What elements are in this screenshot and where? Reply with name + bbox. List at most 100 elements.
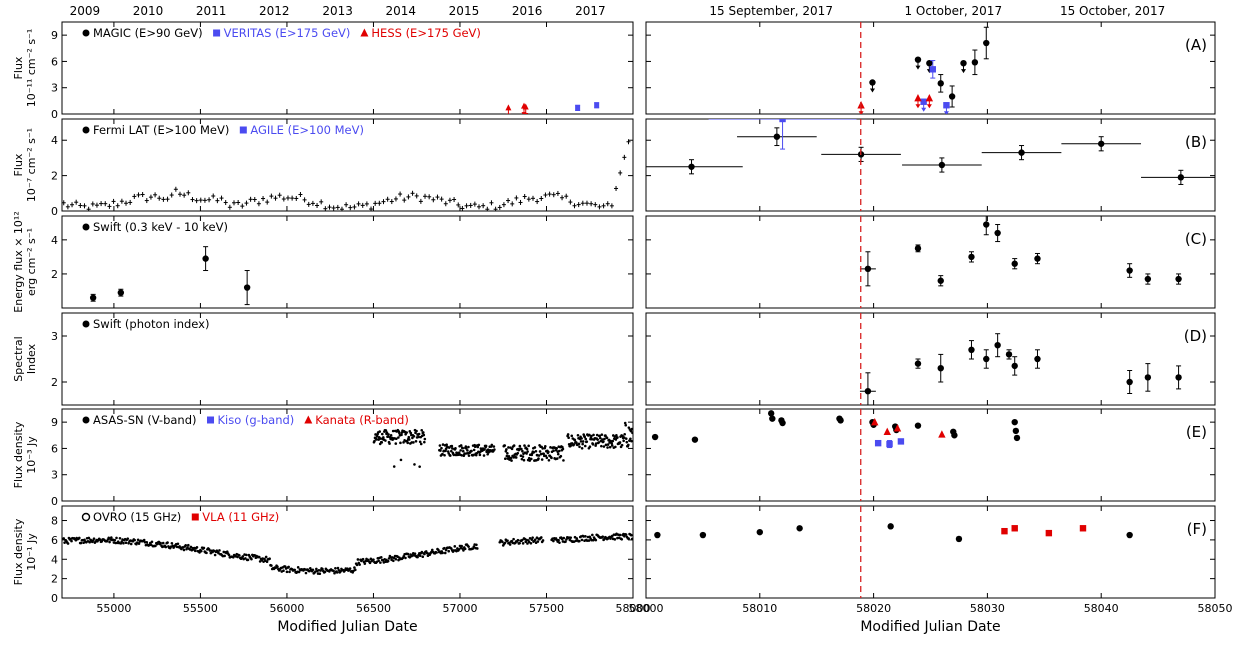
panel-B-y-tick-label: 4 xyxy=(51,134,58,147)
panel-F-ylabel-line2: 10⁻¹ Jy xyxy=(25,533,38,571)
long-term-marker xyxy=(624,437,628,440)
long-term-marker xyxy=(594,538,598,542)
long-term-marker xyxy=(534,449,538,453)
long-term-marker xyxy=(521,449,524,453)
panel-F-ovro-point-0 xyxy=(654,531,661,539)
data-marker xyxy=(505,104,512,111)
long-term-marker xyxy=(623,535,626,538)
long-term-marker xyxy=(529,457,533,461)
panel-E-kiso-point-1 xyxy=(886,440,893,449)
long-term-marker xyxy=(505,448,508,451)
panel-D-swift-photon-index-point-1 xyxy=(914,358,922,369)
panel-A-label: (A) xyxy=(1185,36,1207,54)
long-term-marker xyxy=(311,568,315,572)
x-tick-label-right-58050: 58050 xyxy=(1198,602,1233,615)
panel-E-y-tick-label: 9 xyxy=(51,416,58,429)
long-term-marker xyxy=(627,443,630,447)
panel-C-swift-xrt-point-13 xyxy=(1144,273,1152,285)
x-tick-label-left-55000: 55000 xyxy=(96,602,131,615)
long-term-marker xyxy=(583,435,587,439)
data-marker xyxy=(914,56,922,63)
panel-A-magic-point-6 xyxy=(971,49,979,76)
long-term-marker xyxy=(467,454,471,457)
panel-B-fermi-lat-point-3 xyxy=(902,157,982,173)
long-term-marker xyxy=(421,431,425,434)
long-term-marker xyxy=(624,423,628,427)
long-term-marker xyxy=(100,540,104,543)
long-term-marker xyxy=(193,549,197,553)
panel-B-fermi-lat-point-0 xyxy=(646,159,743,175)
long-term-marker xyxy=(187,543,190,547)
legend-0-marker xyxy=(82,320,90,328)
data-marker xyxy=(937,365,944,372)
panel-C-swift-xrt-point-7 xyxy=(968,251,975,263)
panel-D: 2 3 Spectral Index (D) Swift (photon index) xyxy=(12,312,1216,406)
legend-0-marker xyxy=(82,29,90,37)
data-marker xyxy=(202,255,209,262)
long-term-marker xyxy=(441,452,444,456)
long-term-marker xyxy=(580,437,583,440)
long-term-marker xyxy=(600,433,604,436)
panel-E-kiso-point-0 xyxy=(874,439,882,447)
long-term-marker xyxy=(565,538,568,541)
long-term-marker xyxy=(404,556,407,560)
long-term-marker xyxy=(441,551,444,555)
long-term-marker xyxy=(423,552,426,556)
data-marker xyxy=(971,59,979,66)
long-term-marker xyxy=(363,562,367,565)
long-term-marker xyxy=(154,544,157,548)
long-term-marker xyxy=(519,454,523,457)
data-marker xyxy=(914,245,922,252)
long-term-marker xyxy=(452,453,456,457)
long-term-marker xyxy=(107,536,111,540)
long-term-marker xyxy=(126,537,130,540)
panel-C-ylabel-line1: Energy flux × 10¹² xyxy=(12,211,25,312)
long-term-marker xyxy=(438,444,442,447)
long-term-marker xyxy=(624,533,628,536)
upper-limit-arrow xyxy=(961,69,967,74)
panel-B-left-plot xyxy=(62,139,631,211)
long-term-marker xyxy=(570,434,574,438)
long-term-marker xyxy=(412,435,416,438)
panel-C-y-tick-label: 2 xyxy=(51,268,58,281)
long-term-marker xyxy=(382,436,385,439)
panel-D-y-tick-label: 2 xyxy=(51,376,58,389)
long-term-marker xyxy=(592,433,595,437)
data-marker xyxy=(1011,362,1018,370)
panel-F-label: (F) xyxy=(1187,520,1207,538)
panel-B-legend: Fermi LAT (E>100 MeV) AGILE (E>100 MeV) xyxy=(82,123,364,137)
top-year-label-2009: 2009 xyxy=(70,4,101,18)
long-term-marker xyxy=(490,443,494,447)
long-term-marker xyxy=(448,454,452,457)
panel-A-hess-point-5 xyxy=(925,94,934,109)
panel-F-legend: OVRO (15 GHz) VLA (11 GHz) xyxy=(81,510,279,524)
legend-0-marker xyxy=(81,512,91,522)
long-term-marker xyxy=(136,538,140,542)
panel-E-kanata-point-3 xyxy=(938,430,946,438)
long-term-marker xyxy=(411,436,414,440)
panel-B-fermi-lat-point-1 xyxy=(737,127,817,147)
panel-D-swift-photon-index-point-11 xyxy=(1175,365,1182,390)
long-term-marker xyxy=(385,431,389,434)
x-tick-label-left-57000: 57000 xyxy=(442,602,477,615)
long-term-marker xyxy=(335,571,339,574)
data-marker xyxy=(89,294,97,301)
long-term-marker xyxy=(529,541,533,545)
long-term-marker xyxy=(457,451,461,454)
data-marker xyxy=(1126,378,1133,386)
long-term-marker xyxy=(405,431,408,434)
long-term-marker xyxy=(520,457,524,461)
panel-A-y-tick-label: 9 xyxy=(51,29,58,42)
top-year-label-2015: 2015 xyxy=(449,4,480,18)
long-term-marker xyxy=(463,547,467,551)
long-term-marker xyxy=(520,447,523,451)
panel-A-right-plot xyxy=(857,26,990,114)
long-term-marker xyxy=(508,543,512,546)
long-term-marker xyxy=(454,447,457,450)
long-term-marker xyxy=(463,452,467,455)
long-term-marker xyxy=(420,428,424,432)
legend-1-text: AGILE (E>100 MeV) xyxy=(250,123,364,137)
long-term-marker xyxy=(521,542,525,545)
